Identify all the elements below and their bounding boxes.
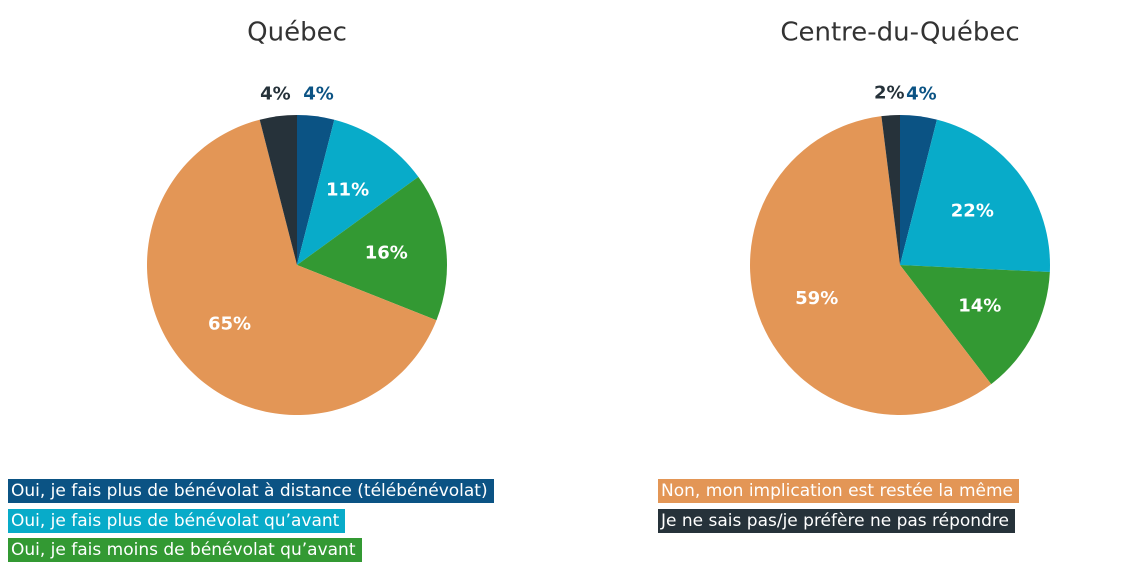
value-label: 14% — [958, 296, 1001, 317]
legend-entry: Je ne sais pas/je préfère ne pas répondr… — [658, 509, 1015, 533]
value-label: 4% — [906, 83, 937, 104]
value-label: 2% — [874, 82, 905, 103]
legend-entry: Oui, je fais plus de bénévolat à distanc… — [8, 479, 494, 503]
pie-slice — [881, 115, 900, 265]
legend-entry: Oui, je fais moins de bénévolat qu’avant — [8, 538, 362, 562]
legend-entry: Non, mon implication est restée la même — [658, 479, 1019, 503]
pie-slice — [297, 176, 447, 321]
pie-slice — [297, 119, 419, 265]
chart-title: Centre-du-Québec — [780, 18, 1019, 48]
pie-slice — [750, 116, 992, 415]
pie-slice — [900, 265, 1050, 385]
value-label: 4% — [260, 83, 291, 104]
pie-slice — [900, 119, 1050, 272]
value-label: 22% — [951, 200, 994, 221]
pie-slice — [147, 119, 437, 415]
value-label: 16% — [365, 243, 408, 264]
legend-entry: Oui, je fais plus de bénévolat qu’avant — [8, 509, 346, 533]
pie-slice — [297, 115, 335, 265]
chart-title: Québec — [247, 18, 347, 48]
value-label: 59% — [795, 288, 838, 309]
value-label: 65% — [208, 314, 251, 335]
pie-slice — [900, 115, 937, 265]
value-label: 11% — [326, 180, 369, 201]
pie-slice — [259, 115, 297, 265]
value-label: 4% — [303, 83, 334, 104]
